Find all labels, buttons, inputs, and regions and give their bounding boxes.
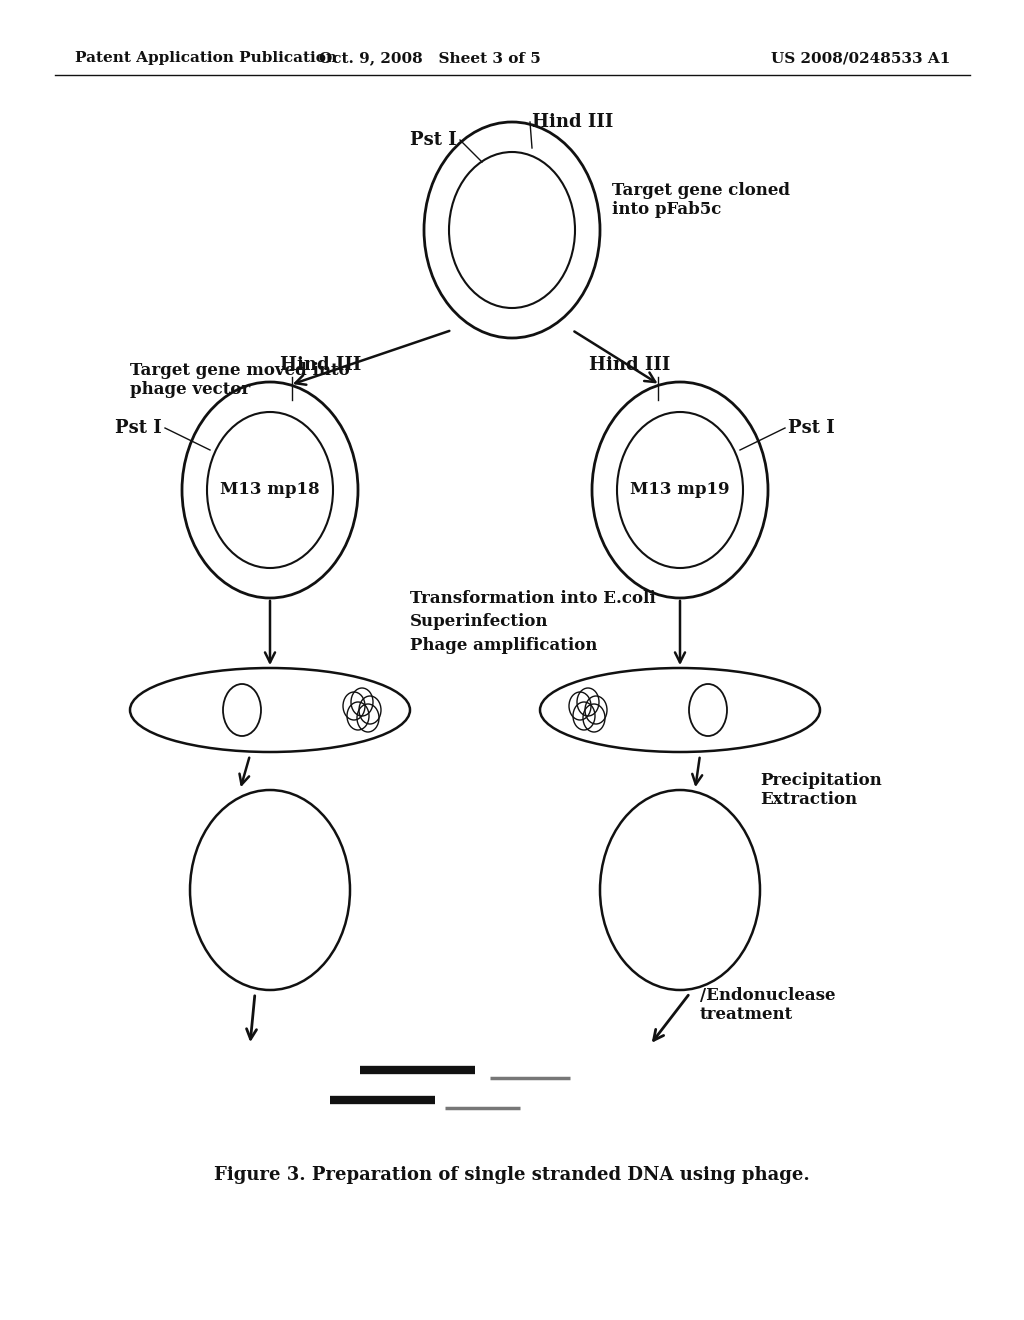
Text: /Endonuclease
treatment: /Endonuclease treatment — [700, 987, 836, 1023]
Text: Pst I: Pst I — [788, 418, 835, 437]
Text: Hind III: Hind III — [532, 114, 613, 131]
Text: Hind III: Hind III — [280, 356, 361, 374]
Text: Target gene cloned
into pFab5c: Target gene cloned into pFab5c — [612, 182, 790, 218]
Text: Pst I: Pst I — [116, 418, 162, 437]
Text: Figure 3. Preparation of single stranded DNA using phage.: Figure 3. Preparation of single stranded… — [214, 1166, 810, 1184]
Text: US 2008/0248533 A1: US 2008/0248533 A1 — [771, 51, 950, 65]
Text: Target gene moved into
phage vector: Target gene moved into phage vector — [130, 362, 349, 399]
Text: Patent Application Publication: Patent Application Publication — [75, 51, 337, 65]
Text: Hind III: Hind III — [589, 356, 670, 374]
Text: M13 mp18: M13 mp18 — [220, 482, 319, 499]
Text: Oct. 9, 2008   Sheet 3 of 5: Oct. 9, 2008 Sheet 3 of 5 — [319, 51, 541, 65]
Text: Precipitation
Extraction: Precipitation Extraction — [760, 772, 882, 808]
Text: Transformation into E.coli
Superinfection
Phage amplification: Transformation into E.coli Superinfectio… — [410, 590, 655, 653]
Text: M13 mp19: M13 mp19 — [630, 482, 730, 499]
Text: Pst I: Pst I — [411, 131, 457, 149]
